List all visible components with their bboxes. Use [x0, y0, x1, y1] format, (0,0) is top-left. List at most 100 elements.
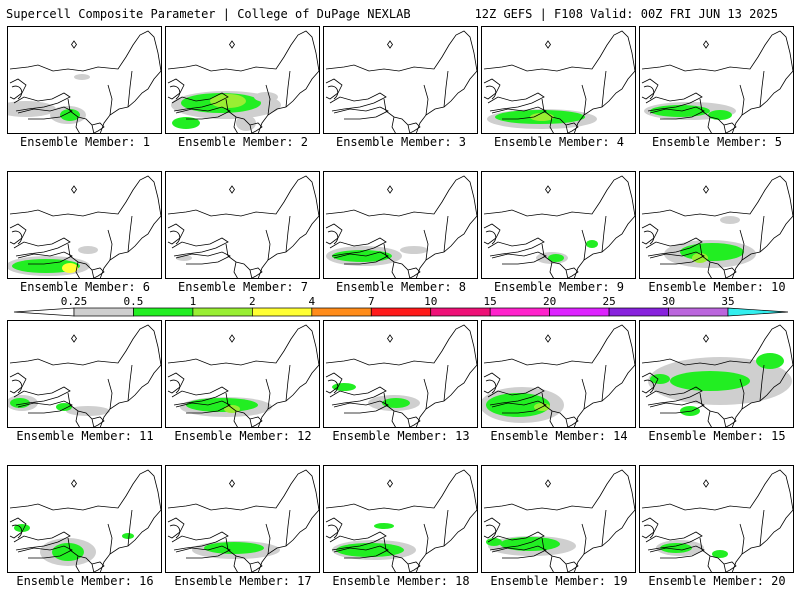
map-boundary-line	[383, 537, 411, 572]
map-plot	[641, 324, 793, 427]
colorbar-segment	[608, 307, 669, 317]
map-boundary-line	[285, 509, 291, 547]
map-boundary-line	[415, 364, 477, 427]
scp-shaded-area	[670, 371, 750, 391]
map-boundary-line	[443, 364, 449, 402]
marker-diamond-icon	[229, 479, 235, 488]
map-boundary-line	[491, 545, 547, 559]
map-boundary-line	[739, 378, 745, 410]
map-boundary-line	[581, 229, 587, 261]
scp-shaded-area	[8, 101, 56, 117]
ensemble-map-panel	[639, 26, 794, 134]
ensemble-map-panel	[481, 26, 636, 134]
scp-shaded-area	[172, 117, 200, 129]
map-boundary-line	[107, 229, 113, 261]
map-boundary-line	[443, 215, 449, 253]
map-boundary-line	[233, 410, 238, 427]
map-boundary-line	[423, 378, 429, 410]
map-plot	[167, 324, 319, 427]
map-boundary-line	[483, 517, 501, 539]
map-boundary-line	[11, 524, 23, 539]
map-boundary-line	[565, 416, 579, 427]
map-boundary-line	[75, 261, 80, 278]
map-boundary-line	[265, 378, 271, 410]
ensemble-member-label: Ensemble Member: 2	[177, 135, 309, 149]
map-boundary-line	[549, 116, 554, 133]
map-boundary-line	[601, 215, 607, 253]
map-boundary-line	[175, 545, 231, 559]
map-boundary-line	[257, 509, 319, 572]
map-plot	[167, 30, 319, 133]
map-boundary-line	[91, 561, 105, 572]
map-boundary-line	[107, 523, 113, 555]
map-boundary-line	[75, 116, 80, 133]
colorbar-tick-label: 15	[484, 295, 497, 308]
map-boundary-line	[645, 531, 703, 551]
scp-shaded-area	[62, 263, 78, 273]
color-legend: 0.25 0.5 1 2 4 7 10 15 20 25 30 35	[13, 295, 789, 317]
marker-diamond-icon	[387, 334, 393, 343]
ensemble-member-label: Ensemble Member: 18	[332, 574, 470, 588]
ensemble-member-label: Ensemble Member: 15	[648, 429, 786, 443]
map-boundary-line	[581, 84, 587, 116]
marker-diamond-icon	[703, 40, 709, 49]
map-boundary-line	[167, 175, 319, 217]
map-boundary-line	[641, 30, 793, 72]
map-boundary-line	[483, 175, 635, 217]
ensemble-map-panel	[323, 171, 478, 279]
map-boundary-line	[649, 545, 705, 559]
map-boundary-line	[643, 230, 655, 245]
scp-shaded-area	[236, 115, 256, 131]
map-boundary-line	[485, 230, 497, 245]
ensemble-member-label: Ensemble Member: 5	[651, 135, 783, 149]
map-boundary-line	[325, 175, 477, 217]
map-boundary-line	[707, 410, 712, 427]
scp-shaded-area	[548, 254, 564, 262]
map-boundary-line	[641, 78, 659, 100]
marker-diamond-icon	[71, 334, 77, 343]
map-boundary-line	[723, 122, 737, 133]
map-plot	[9, 469, 161, 572]
ensemble-map-panel	[7, 465, 162, 573]
map-boundary-line	[11, 379, 23, 394]
scp-shaded-area	[374, 523, 394, 529]
map-boundary-line	[107, 378, 113, 410]
scp-shaded-area	[660, 543, 692, 553]
colorbar-segment	[192, 307, 253, 317]
map-boundary-line	[325, 78, 343, 100]
ensemble-member-label: Ensemble Member: 13	[332, 429, 470, 443]
scp-shaded-area	[332, 383, 356, 391]
map-boundary-line	[285, 364, 291, 402]
map-boundary-line	[581, 378, 587, 410]
map-boundary-line	[13, 386, 71, 406]
marker-diamond-icon	[229, 185, 235, 194]
map-boundary-line	[699, 537, 727, 572]
map-boundary-line	[487, 237, 545, 257]
map-boundary-line	[759, 70, 765, 108]
map-boundary-line	[333, 400, 389, 414]
map-boundary-line	[649, 106, 705, 120]
marker-diamond-icon	[71, 479, 77, 488]
map-boundary-line	[327, 230, 339, 245]
map-boundary-line	[649, 251, 705, 265]
map-boundary-line	[169, 230, 181, 245]
map-boundary-line	[17, 106, 73, 120]
map-boundary-line	[415, 509, 477, 572]
map-boundary-line	[645, 386, 703, 406]
map-plot	[167, 469, 319, 572]
colorbar-segment	[370, 307, 432, 317]
marker-diamond-icon	[387, 479, 393, 488]
scp-shaded-area	[210, 94, 246, 108]
map-boundary-line	[171, 386, 229, 406]
map-boundary-line	[17, 400, 73, 414]
ensemble-map-panel	[7, 320, 162, 428]
map-boundary-line	[549, 261, 554, 278]
colorbar-segment	[252, 307, 313, 317]
map-boundary-line	[723, 416, 737, 427]
map-boundary-line	[249, 122, 263, 133]
map-boundary-line	[731, 509, 793, 572]
map-boundary-line	[167, 30, 319, 72]
map-plot	[167, 175, 319, 278]
scp-shaded-area	[14, 524, 30, 532]
scp-shaded-area	[756, 353, 784, 369]
